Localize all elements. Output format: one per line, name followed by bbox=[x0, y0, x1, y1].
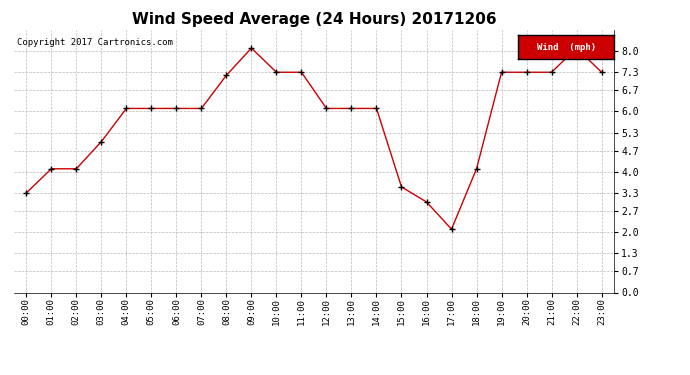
Title: Wind Speed Average (24 Hours) 20171206: Wind Speed Average (24 Hours) 20171206 bbox=[132, 12, 496, 27]
Text: Copyright 2017 Cartronics.com: Copyright 2017 Cartronics.com bbox=[17, 38, 172, 47]
